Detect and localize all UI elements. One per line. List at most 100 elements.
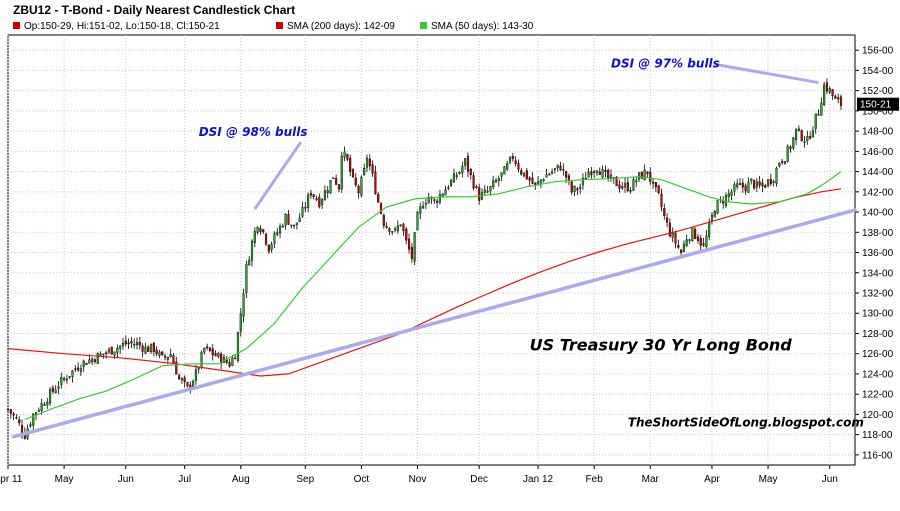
candle-body — [407, 238, 411, 250]
candle-body — [393, 228, 397, 231]
candle-body — [178, 375, 181, 379]
candle-body — [579, 186, 582, 189]
candle-body — [278, 225, 282, 234]
candle-body — [147, 346, 150, 352]
candle-body — [483, 189, 486, 193]
candle-body — [623, 183, 627, 188]
candle-body — [640, 171, 643, 179]
y-tick-label: 118-00 — [862, 430, 893, 441]
candle-body — [242, 293, 245, 317]
candle-body — [528, 177, 531, 181]
y-tick-label: 142-00 — [862, 187, 894, 198]
legend-ohlc: Op:150-29, Hi:151-02, Lo:150-18, Cl:150-… — [24, 21, 220, 32]
candle-body — [694, 228, 697, 239]
candle-body — [337, 184, 341, 190]
candle-body — [761, 182, 764, 187]
candle-body — [657, 185, 660, 193]
candle-body — [539, 179, 542, 184]
y-axis: 116-00 118-00 120-00 122-00 124-00 126-00 128-… — [855, 46, 894, 461]
candle-body — [326, 190, 329, 194]
candle-body — [587, 171, 590, 178]
y-tick-label: 128-00 — [862, 329, 894, 340]
candle-body — [158, 351, 161, 356]
candle-body — [581, 177, 585, 186]
candle-body — [433, 199, 436, 201]
candle-body — [295, 222, 298, 225]
plot-area — [7, 34, 856, 466]
candle-body — [651, 181, 655, 184]
candle-body — [811, 130, 814, 138]
candle-body — [766, 179, 770, 186]
candle-body — [365, 157, 369, 168]
candle-body — [194, 369, 197, 381]
candle-body — [525, 170, 528, 180]
candle-body — [163, 355, 167, 358]
candle-body — [248, 259, 251, 266]
candle-body — [416, 212, 419, 231]
candle-body — [391, 231, 394, 233]
last-price-label: 150-21 — [860, 100, 892, 111]
x-tick-label: Dec — [470, 474, 488, 485]
candle-body — [127, 342, 130, 345]
candle-body — [738, 183, 742, 185]
candle-body — [660, 193, 663, 208]
candle-body — [458, 172, 461, 174]
candle-body — [256, 226, 259, 233]
candle-body — [466, 156, 470, 172]
candle-body — [806, 136, 809, 141]
candle-body — [814, 113, 817, 129]
candle-body — [377, 194, 380, 203]
candle-body — [593, 171, 596, 173]
legend-ohlc-swatch — [13, 22, 20, 29]
candle-body — [264, 233, 268, 245]
candle-body — [290, 224, 293, 227]
candle-body — [349, 157, 352, 172]
annotation-us-treasury: US Treasury 30 Yr Long Bond — [530, 336, 793, 355]
candle-body — [307, 194, 310, 208]
y-tick-label: 130-00 — [862, 309, 894, 320]
candle-body — [155, 349, 158, 355]
candle-body — [37, 410, 40, 412]
candle-body — [304, 207, 307, 209]
candle-body — [666, 217, 669, 223]
candle-body — [671, 233, 674, 238]
x-axis: Apr 11 May Jun Jul Aug Sep Oct Nov Dec Jan 12 Feb M… — [0, 465, 838, 485]
candle-body — [357, 186, 360, 194]
candle-body — [166, 356, 169, 360]
candle-body — [691, 227, 694, 241]
annotation-dsi-97: DSI @ 97% bulls — [611, 56, 720, 70]
candle-body — [668, 222, 671, 237]
candle-body — [537, 181, 540, 184]
candle-body — [570, 181, 573, 193]
candle-body — [74, 368, 77, 370]
candle-body — [214, 352, 217, 357]
candle-body — [206, 346, 209, 349]
candle-body — [301, 207, 304, 217]
candle-body — [758, 181, 761, 186]
candle-body — [85, 363, 88, 365]
candle-body — [96, 353, 99, 364]
candle-body — [497, 178, 500, 182]
x-tick-label: Feb — [586, 474, 604, 485]
x-tick-label: Nov — [409, 474, 427, 485]
candle-body — [180, 378, 183, 381]
candle-body — [494, 180, 498, 183]
candle-body — [343, 151, 346, 158]
candle-body — [270, 244, 273, 250]
candle-body — [329, 179, 332, 194]
candle-body — [175, 361, 178, 375]
x-tick-label: Oct — [354, 474, 370, 485]
candle-body — [511, 156, 514, 159]
candle-body — [135, 341, 139, 345]
candle-body — [20, 424, 24, 434]
candle-body — [472, 175, 475, 189]
candle-body — [9, 409, 12, 414]
support-trendline — [11, 208, 857, 439]
y-tick-label: 154-00 — [862, 66, 894, 77]
candle-body — [553, 168, 556, 170]
legend-sma200: SMA (200 days): 142-09 — [287, 21, 395, 32]
legend-sma200-swatch — [276, 22, 283, 29]
candle-body — [778, 163, 781, 167]
x-tick-label: Sep — [296, 474, 314, 485]
